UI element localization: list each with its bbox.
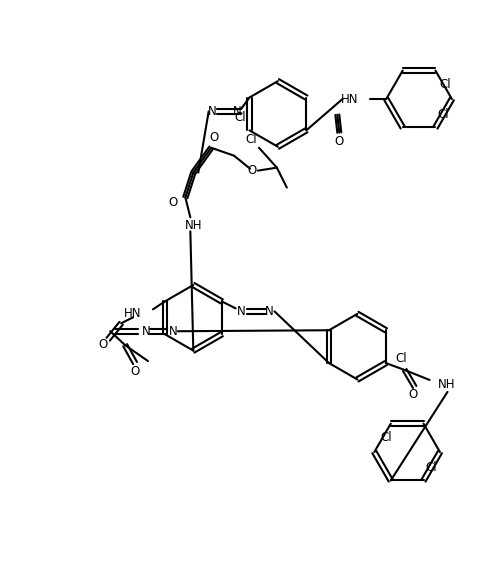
Text: Cl: Cl bbox=[425, 461, 437, 474]
Text: O: O bbox=[335, 135, 344, 148]
Text: O: O bbox=[99, 337, 108, 351]
Text: N: N bbox=[142, 325, 150, 338]
Text: N: N bbox=[265, 305, 274, 318]
Text: Cl: Cl bbox=[437, 108, 449, 121]
Text: O: O bbox=[169, 196, 178, 209]
Text: O: O bbox=[408, 389, 417, 401]
Text: N: N bbox=[168, 325, 177, 338]
Text: NH: NH bbox=[184, 219, 202, 232]
Text: N: N bbox=[233, 105, 242, 118]
Text: Cl: Cl bbox=[396, 352, 407, 365]
Text: N: N bbox=[208, 105, 217, 118]
Text: O: O bbox=[247, 164, 257, 177]
Text: HN: HN bbox=[341, 93, 358, 105]
Text: Cl: Cl bbox=[245, 133, 257, 146]
Text: Cl: Cl bbox=[235, 111, 246, 124]
Text: Cl: Cl bbox=[380, 431, 392, 444]
Text: Cl: Cl bbox=[439, 78, 451, 91]
Text: HN: HN bbox=[123, 307, 141, 320]
Text: NH: NH bbox=[437, 378, 455, 391]
Text: O: O bbox=[131, 365, 140, 377]
Text: O: O bbox=[210, 131, 219, 145]
Text: N: N bbox=[237, 305, 246, 318]
